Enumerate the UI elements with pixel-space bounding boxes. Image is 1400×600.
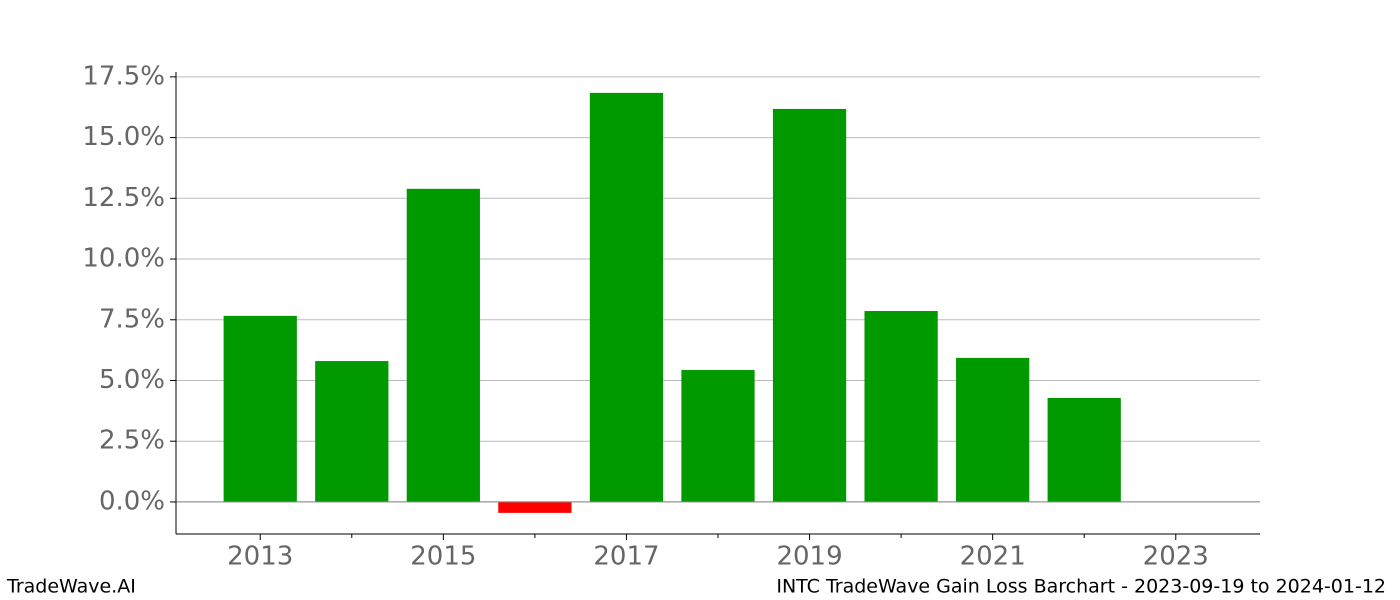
bar bbox=[589, 92, 664, 502]
bar bbox=[223, 315, 297, 502]
y-tick-label: 0.0% bbox=[99, 486, 165, 516]
y-tick-label: 12.5% bbox=[82, 183, 165, 213]
y-tick-label: 7.5% bbox=[99, 304, 165, 334]
y-tick-label: 10.0% bbox=[82, 244, 165, 274]
x-tick-label: 2023 bbox=[1143, 542, 1209, 572]
x-tick-label: 2021 bbox=[960, 542, 1026, 572]
bar bbox=[315, 361, 389, 502]
x-tick-label: 2017 bbox=[593, 542, 659, 572]
bar bbox=[772, 108, 847, 502]
x-tick-label: 2013 bbox=[227, 542, 293, 572]
source: TradeWave.AI bbox=[6, 576, 136, 598]
bar bbox=[864, 311, 938, 502]
y-tick-label: 5.0% bbox=[99, 365, 165, 395]
bar bbox=[406, 188, 480, 502]
bar bbox=[681, 370, 755, 502]
x-tick-label: 2015 bbox=[410, 542, 476, 572]
bar bbox=[1047, 397, 1121, 502]
y-tick-label: 17.5% bbox=[82, 61, 165, 91]
bar bbox=[956, 357, 1030, 502]
y-tick-label: 15.0% bbox=[82, 122, 165, 152]
bar bbox=[498, 501, 572, 513]
chart-title: INTC TradeWave Gain Loss Barchart - 2023… bbox=[776, 576, 1386, 598]
y-tick-label: 2.5% bbox=[99, 426, 165, 456]
x-tick-label: 2019 bbox=[776, 542, 842, 572]
